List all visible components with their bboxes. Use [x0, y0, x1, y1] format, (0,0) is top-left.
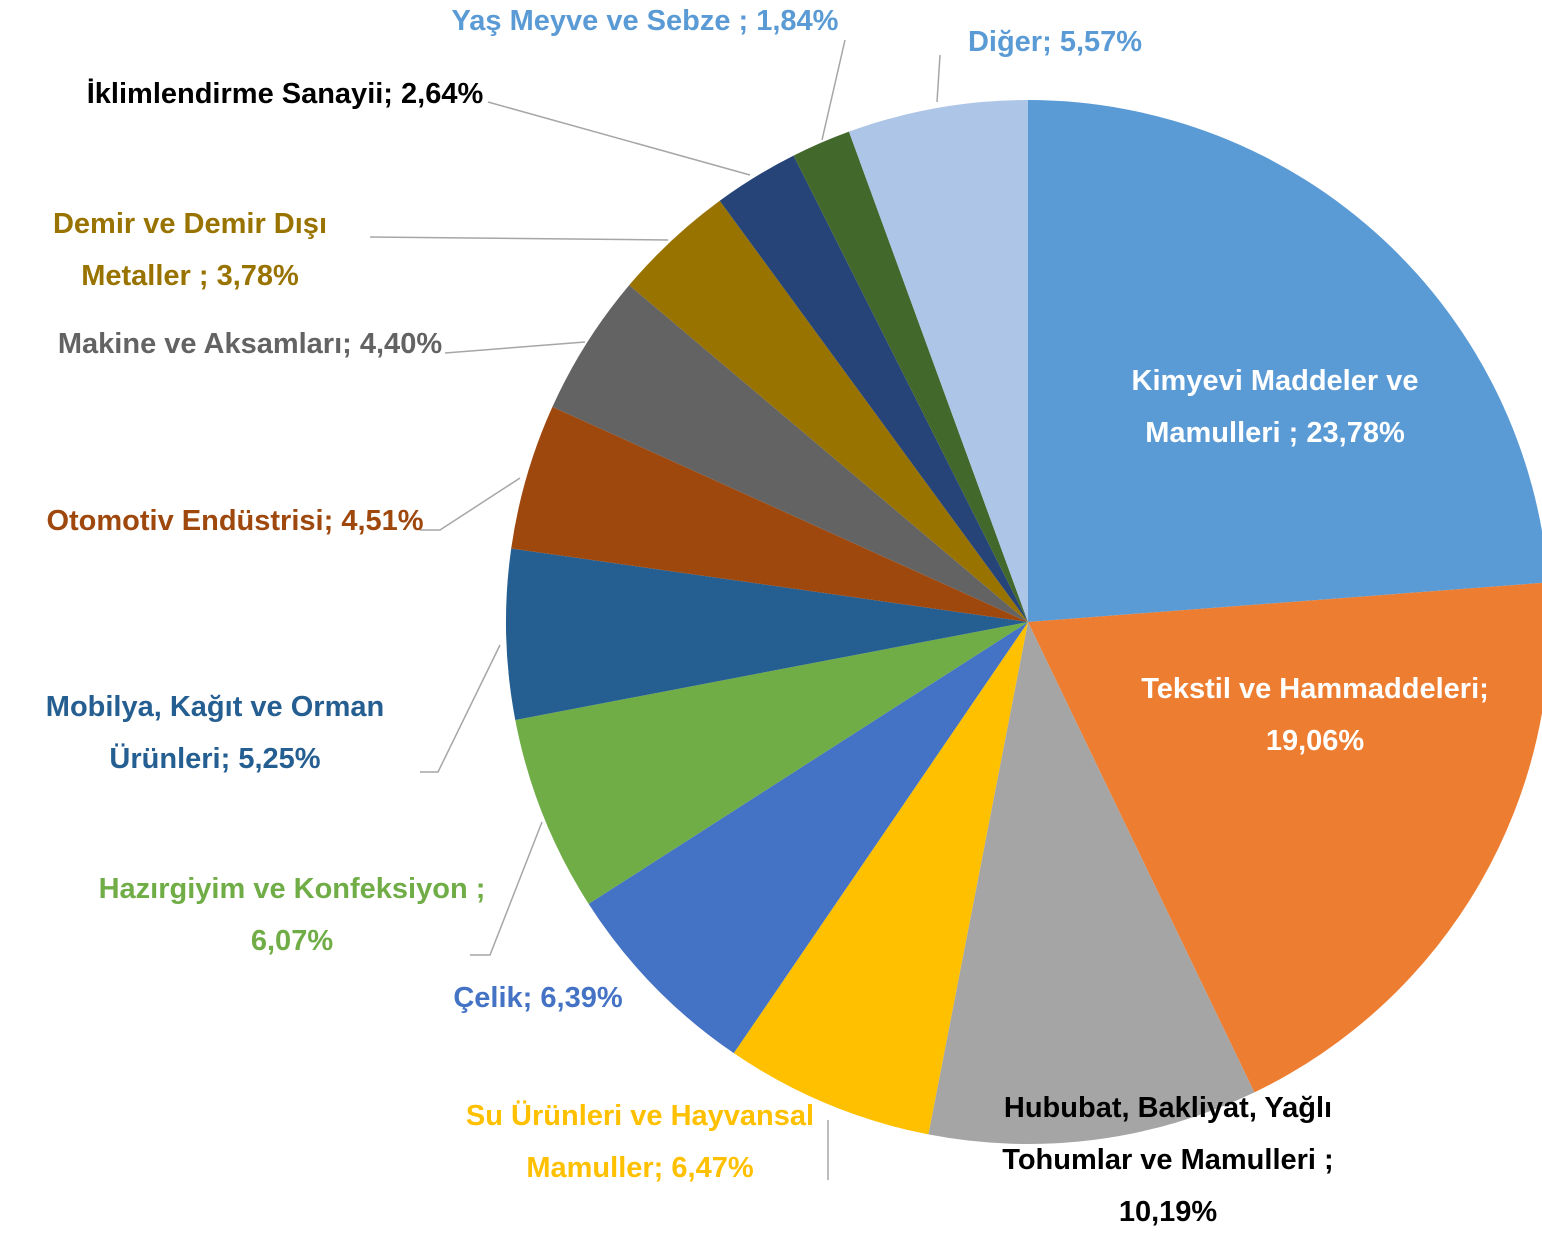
data-label: Makine ve Aksamları; 4,40%	[40, 318, 460, 370]
data-label: Mobilya, Kağıt ve Orman Ürünleri; 5,25%	[0, 681, 430, 785]
category-label: Demir ve Demir Dışı Metaller ;	[52, 208, 327, 292]
value-label: 19,06%	[1265, 725, 1365, 757]
data-label: İklimlendirme Sanayii; 2,64%	[75, 68, 495, 120]
value-label: 23,78%	[1306, 417, 1405, 449]
pie-slice	[511, 406, 1028, 622]
leader-line	[470, 821, 543, 956]
pie-slice	[552, 285, 1028, 622]
leader-line	[487, 101, 751, 176]
data-label: Otomotiv Endüstrisi; 4,51%	[35, 495, 435, 547]
pie-slice	[793, 131, 1028, 623]
pie-slice	[505, 548, 1028, 720]
category-label: Çelik;	[453, 982, 533, 1014]
data-label: Çelik; 6,39%	[388, 972, 688, 1024]
data-label: Diğer; 5,57%	[905, 16, 1205, 68]
value-label: 5,25%	[238, 743, 321, 775]
pie-slice	[733, 622, 1028, 1135]
data-label: Hububat, Bakliyat, Yağlı Tohumlar ve Mam…	[988, 1082, 1348, 1238]
pie-slice	[588, 622, 1028, 1054]
category-label: Hazırgiyim ve Konfeksiyon ;	[98, 873, 486, 905]
pie-slice	[719, 155, 1028, 623]
leader-line	[444, 341, 586, 354]
pie-slice	[515, 622, 1028, 904]
leader-line	[420, 477, 521, 531]
data-label: Demir ve Demir Dışı Metaller ; 3,78%	[0, 198, 380, 302]
value-label: 6,39%	[540, 982, 623, 1014]
category-label: Mobilya, Kağıt ve Orman Ürünleri;	[45, 691, 385, 775]
leader-line	[369, 236, 669, 241]
value-label: 5,57%	[1059, 26, 1143, 58]
data-label: Tekstil ve Hammaddeleri; 19,06%	[1100, 663, 1530, 767]
category-label: Kimyevi Maddeler ve Mamulleri ;	[1131, 365, 1419, 449]
data-label: Su Ürünleri ve Hayvansal Mamuller; 6,47%	[435, 1090, 845, 1194]
category-label: Hububat, Bakliyat, Yağlı Tohumlar ve Mam…	[1002, 1092, 1334, 1176]
category-label: Su Ürünleri ve Hayvansal Mamuller;	[465, 1100, 815, 1184]
pie-slice	[629, 200, 1028, 623]
pie-slice	[928, 622, 1255, 1144]
value-label: 1,84%	[756, 5, 839, 37]
leader-line	[420, 644, 501, 773]
data-label: Yaş Meyve ve Sebze ; 1,84%	[425, 0, 865, 47]
pie-slice	[1028, 100, 1542, 622]
category-label: Otomotiv Endüstrisi;	[46, 505, 334, 537]
value-label: 3,78%	[216, 260, 299, 292]
category-label: İklimlendirme Sanayii;	[86, 78, 393, 110]
category-label: Makine ve Aksamları;	[57, 328, 352, 360]
leader-line	[936, 54, 941, 103]
leader-line	[821, 39, 846, 141]
category-label: Diğer;	[967, 26, 1052, 58]
value-label: 4,51%	[341, 505, 424, 537]
value-label: 10,19%	[1118, 1196, 1218, 1228]
value-label: 2,64%	[401, 78, 484, 110]
data-label: Hazırgiyim ve Konfeksiyon ; 6,07%	[82, 863, 502, 967]
pie-slice	[848, 100, 1028, 622]
category-label: Tekstil ve Hammaddeleri;	[1141, 673, 1489, 705]
data-label: Kimyevi Maddeler ve Mamulleri ; 23,78%	[1060, 355, 1490, 459]
pie-slice	[1028, 582, 1542, 1093]
category-label: Yaş Meyve ve Sebze ;	[451, 5, 749, 37]
value-label: 6,47%	[671, 1152, 754, 1184]
value-label: 4,40%	[359, 328, 443, 360]
value-label: 6,07%	[250, 925, 334, 957]
